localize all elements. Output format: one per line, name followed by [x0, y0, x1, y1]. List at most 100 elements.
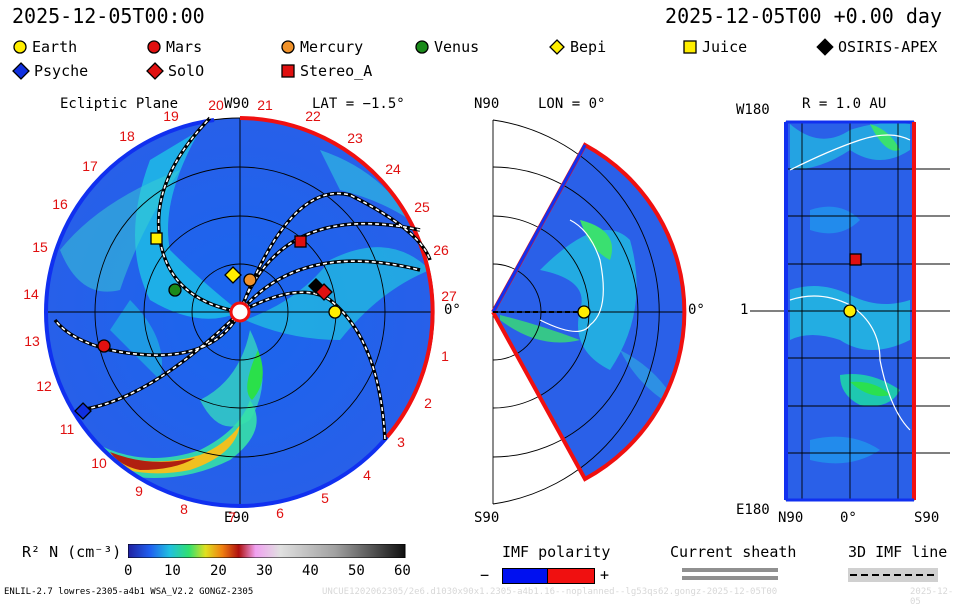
map-x-right-label: S90 [914, 510, 940, 526]
rotation-label: 2 [424, 395, 432, 411]
map-x-mid-label: 0° [840, 510, 857, 526]
current-sheath-title: Current sheath [670, 543, 797, 561]
ecliptic-plane-plot: 19 20 21 22 23 24 25 26 27 1 2 3 4 5 6 7… [23, 97, 457, 525]
colorbar-tick: 50 [348, 563, 365, 579]
earth-marker [843, 304, 857, 318]
rotation-label: 21 [257, 97, 273, 113]
earth-marker [328, 305, 342, 319]
colorbar-label: R² N (cm⁻³) [22, 543, 122, 561]
stereo-a-marker-icon [281, 64, 295, 78]
juice-marker [150, 232, 163, 245]
legend-earth: Earth [12, 38, 77, 56]
osiris-apex-marker-icon [816, 38, 834, 56]
rotation-label: 7 [228, 509, 236, 525]
colorbar-tick: 60 [394, 563, 411, 579]
model-info-footer: ENLIL-2.7 lowres-2305-a4b1 WSA_V2.2 GONG… [4, 587, 254, 597]
imf-positive-swatch [547, 568, 595, 584]
rotation-label: 13 [24, 333, 40, 349]
map-radius-label: R = 1.0 AU [802, 96, 887, 112]
bepi-marker [224, 266, 242, 284]
mercury-marker-icon [281, 40, 295, 54]
map-bottom-left-label: E180 [736, 502, 770, 518]
legend-psyche: Psyche [12, 62, 88, 80]
meridional-current-sheath-line [539, 219, 604, 332]
meridional-plane-plot [491, 119, 687, 505]
legend-solo-label: SolO [168, 62, 205, 80]
earth-marker-icon [13, 40, 27, 54]
venus-marker [168, 283, 182, 297]
rotation-label: 20 [208, 97, 224, 113]
meridional-positive-polarity-border [491, 142, 687, 482]
legend-venus: Venus [414, 38, 479, 56]
psyche-marker-icon [12, 62, 30, 80]
legend-osiris-apex: OSIRIS-APEX [816, 38, 937, 56]
legend-bepi: Bepi [548, 38, 606, 56]
ecliptic-negative-polarity-arc [43, 118, 389, 509]
rotation-label: 17 [82, 158, 98, 174]
legend-earth-label: Earth [32, 38, 78, 56]
imf-minus-label: − [480, 566, 490, 584]
legend-osiris-apex-label: OSIRIS-APEX [838, 38, 938, 56]
venus-marker-icon [415, 40, 429, 54]
current-sheath-swatch-top [682, 568, 778, 572]
rotation-label: 12 [36, 378, 52, 394]
mercury-marker [243, 273, 257, 287]
colorbar-tick: 30 [256, 563, 273, 579]
run-id-watermark: UNCUE1202062305/2e6.d1030x90x1.2305-a4b1… [322, 587, 778, 597]
meridional-lon-label: LON = 0° [538, 96, 606, 112]
rotation-label: 1 [441, 348, 449, 364]
rotation-label: 26 [433, 242, 449, 258]
meridional-right-label: 0° [688, 302, 705, 318]
map-mid-label: 1 [740, 302, 749, 318]
rotation-label: 19 [163, 108, 179, 124]
rotation-label: 18 [119, 128, 135, 144]
meridional-bottom-label: S90 [474, 510, 500, 526]
lat-lon-map-plot [750, 120, 950, 502]
map-density-features [790, 122, 910, 464]
legend-psyche-label: Psyche [34, 62, 89, 80]
colorbar-tick: 20 [210, 563, 227, 579]
meridional-top-label: N90 [474, 96, 500, 112]
solo-marker-icon [146, 62, 164, 80]
imf-polarity-title: IMF polarity [502, 543, 611, 561]
imf-negative-swatch [502, 568, 550, 584]
juice-marker-icon [683, 40, 697, 54]
density-colorbar [128, 544, 406, 558]
rotation-label: 10 [91, 455, 107, 471]
map-grid [750, 121, 950, 501]
colorbar-tick: 40 [302, 563, 319, 579]
ecliptic-lat-label: LAT = −1.5° [312, 96, 405, 112]
legend-mars-label: Mars [166, 38, 203, 56]
earth-marker [577, 305, 591, 319]
rotation-label: 11 [60, 421, 75, 437]
meridional-negative-polarity-edge [491, 144, 587, 313]
rotation-label: 6 [276, 505, 284, 521]
colorbar-tick: 10 [164, 563, 181, 579]
rotation-label: 22 [305, 108, 321, 124]
mars-marker-icon [147, 40, 161, 54]
ecliptic-right-label: 0° [444, 302, 461, 318]
legend-juice-label: Juice [702, 38, 748, 56]
bepi-marker-icon [549, 39, 565, 55]
ecliptic-top-label: W90 [224, 96, 250, 112]
map-current-sheath-line-lower [789, 295, 911, 431]
rotation-label: 5 [321, 490, 329, 506]
sun-icon [229, 301, 251, 323]
legend-bepi-label: Bepi [570, 38, 607, 56]
map-x-left-label: N90 [778, 510, 804, 526]
colorbar-tick: 0 [124, 563, 133, 579]
legend-stereo-a: Stereo_A [280, 62, 372, 80]
legend-stereo-a-label: Stereo_A [300, 62, 373, 80]
footer-date: 2025-12-05 [910, 587, 954, 607]
stereo-a-marker [849, 253, 862, 266]
legend-mercury-label: Mercury [300, 38, 364, 56]
map-top-left-label: W180 [736, 102, 770, 118]
run-time-label: 2025-12-05T00 +0.00 day [665, 4, 942, 28]
rotation-label: 25 [414, 199, 430, 215]
legend-solo: SolO [146, 62, 204, 80]
ecliptic-rotation-labels: 19 20 21 22 23 24 25 26 27 1 2 3 4 5 6 7… [23, 97, 457, 525]
imf-3d-line-swatch [848, 568, 938, 582]
mars-marker [97, 339, 111, 353]
rotation-label: 23 [347, 130, 363, 146]
imf-plus-label: + [600, 566, 610, 584]
